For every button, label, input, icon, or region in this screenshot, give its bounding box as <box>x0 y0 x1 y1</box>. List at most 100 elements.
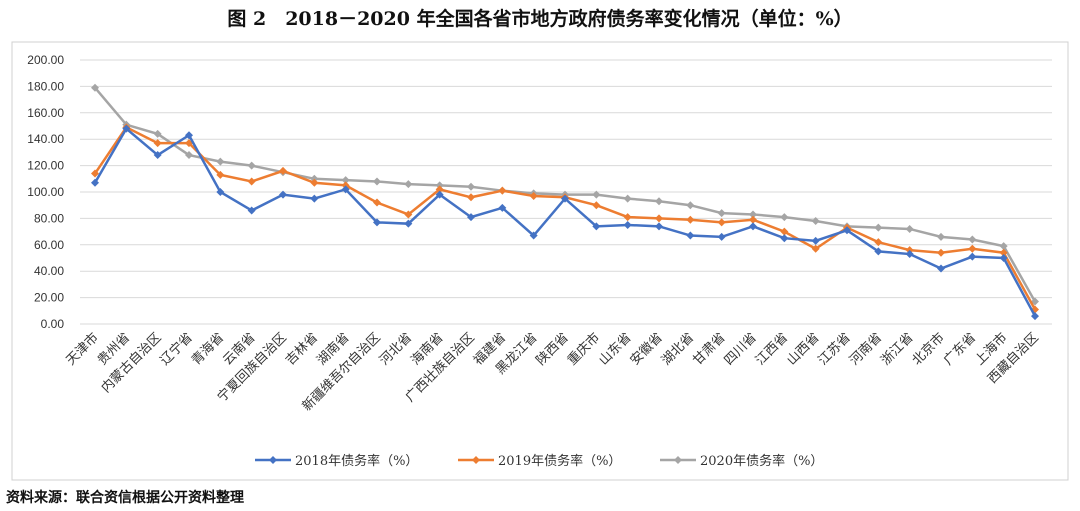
data-point <box>937 232 945 241</box>
data-point <box>247 206 256 215</box>
data-point <box>498 186 507 195</box>
data-point <box>717 232 726 241</box>
data-point <box>937 248 945 257</box>
data-point <box>153 129 162 138</box>
x-tick-label: 天津市 <box>63 330 102 369</box>
data-point <box>91 178 99 187</box>
data-point <box>435 185 444 194</box>
data-point <box>592 201 601 210</box>
data-point <box>749 222 757 231</box>
legend-marker <box>472 456 480 464</box>
data-point <box>279 190 287 199</box>
data-point <box>717 209 726 218</box>
data-point <box>435 190 444 199</box>
data-point <box>216 170 225 179</box>
data-point <box>341 176 350 185</box>
x-tick-label: 江西省 <box>753 330 791 368</box>
legend-marker <box>269 456 277 464</box>
data-point <box>467 213 475 222</box>
data-point <box>686 215 695 224</box>
data-point <box>780 227 789 236</box>
x-tick-label: 河北省 <box>377 330 415 368</box>
x-tick-label: 重庆市 <box>564 330 603 369</box>
data-point <box>341 185 350 194</box>
data-point <box>216 188 225 196</box>
figure-title: 图 2 2018－2020 年全国各省市地方政府债务率变化情况（单位：%） <box>227 8 853 30</box>
x-tick-label: 广东省 <box>941 330 979 368</box>
data-point <box>874 247 883 256</box>
data-point <box>686 231 695 240</box>
data-point <box>467 182 475 191</box>
data-point <box>811 244 820 253</box>
x-tick-label: 河南省 <box>846 330 885 369</box>
data-point <box>999 248 1008 257</box>
y-tick-label: 60.00 <box>34 238 64 252</box>
data-point <box>561 194 569 203</box>
data-point <box>655 197 663 206</box>
data-point <box>717 218 726 227</box>
data-point <box>968 244 977 253</box>
data-point <box>623 221 632 229</box>
legend-label: 2020年债务率（%） <box>700 453 823 469</box>
y-tick-label: 120.00 <box>27 159 64 173</box>
data-point <box>968 252 977 261</box>
data-point <box>216 157 225 166</box>
data-point <box>185 131 193 140</box>
x-tick-label: 辽宁省 <box>157 330 196 369</box>
data-point <box>843 226 851 235</box>
legend-label: 2018年债务率（%） <box>295 453 418 469</box>
data-point <box>968 235 977 244</box>
x-tick-label: 山西省 <box>784 330 822 368</box>
data-point <box>373 177 381 186</box>
data-point <box>1031 312 1039 321</box>
y-tick-label: 100.00 <box>27 185 64 199</box>
x-tick-label: 吉林省 <box>283 330 321 368</box>
series-line <box>93 126 1037 317</box>
data-point <box>310 178 319 187</box>
data-point <box>811 217 820 226</box>
data-point <box>655 214 663 223</box>
data-point <box>937 264 945 273</box>
data-point <box>91 169 99 178</box>
data-point <box>153 139 162 148</box>
y-tick-label: 180.00 <box>27 79 64 93</box>
source-note: 资料来源：联合资信根据公开资料整理 <box>6 490 244 506</box>
data-point <box>623 194 632 203</box>
data-point <box>373 198 381 207</box>
data-point <box>592 190 601 199</box>
y-tick-label: 200.00 <box>27 53 64 67</box>
y-tick-label: 20.00 <box>34 291 64 305</box>
data-point <box>686 201 695 210</box>
data-point <box>122 124 131 133</box>
y-tick-label: 160.00 <box>27 106 64 120</box>
data-point <box>529 191 538 200</box>
y-tick-label: 40.00 <box>34 264 64 278</box>
data-point <box>467 193 475 202</box>
x-tick-label: 安徽省 <box>628 330 666 368</box>
data-point <box>874 223 883 232</box>
data-point <box>404 180 413 189</box>
legend-marker <box>674 456 682 464</box>
data-point <box>153 151 162 160</box>
x-tick-label: 陕西省 <box>534 330 572 368</box>
x-tick-label: 江苏省 <box>815 330 854 369</box>
x-tick-label: 甘肃省 <box>690 330 728 368</box>
x-tick-label: 青海省 <box>189 330 227 368</box>
data-point <box>999 242 1008 251</box>
x-tick-label: 山东省 <box>596 330 634 368</box>
data-point <box>623 213 632 222</box>
data-point <box>780 213 789 222</box>
data-point <box>999 254 1008 262</box>
data-point <box>310 194 319 203</box>
data-point <box>279 166 287 175</box>
x-tick-label: 四川省 <box>722 330 760 368</box>
data-point <box>749 215 757 224</box>
y-tick-label: 140.00 <box>27 132 64 146</box>
data-point <box>749 210 757 219</box>
x-tick-label: 浙江省 <box>878 330 916 368</box>
data-point <box>185 151 193 160</box>
data-point <box>404 210 413 219</box>
data-point <box>247 177 256 186</box>
data-point <box>780 234 789 243</box>
